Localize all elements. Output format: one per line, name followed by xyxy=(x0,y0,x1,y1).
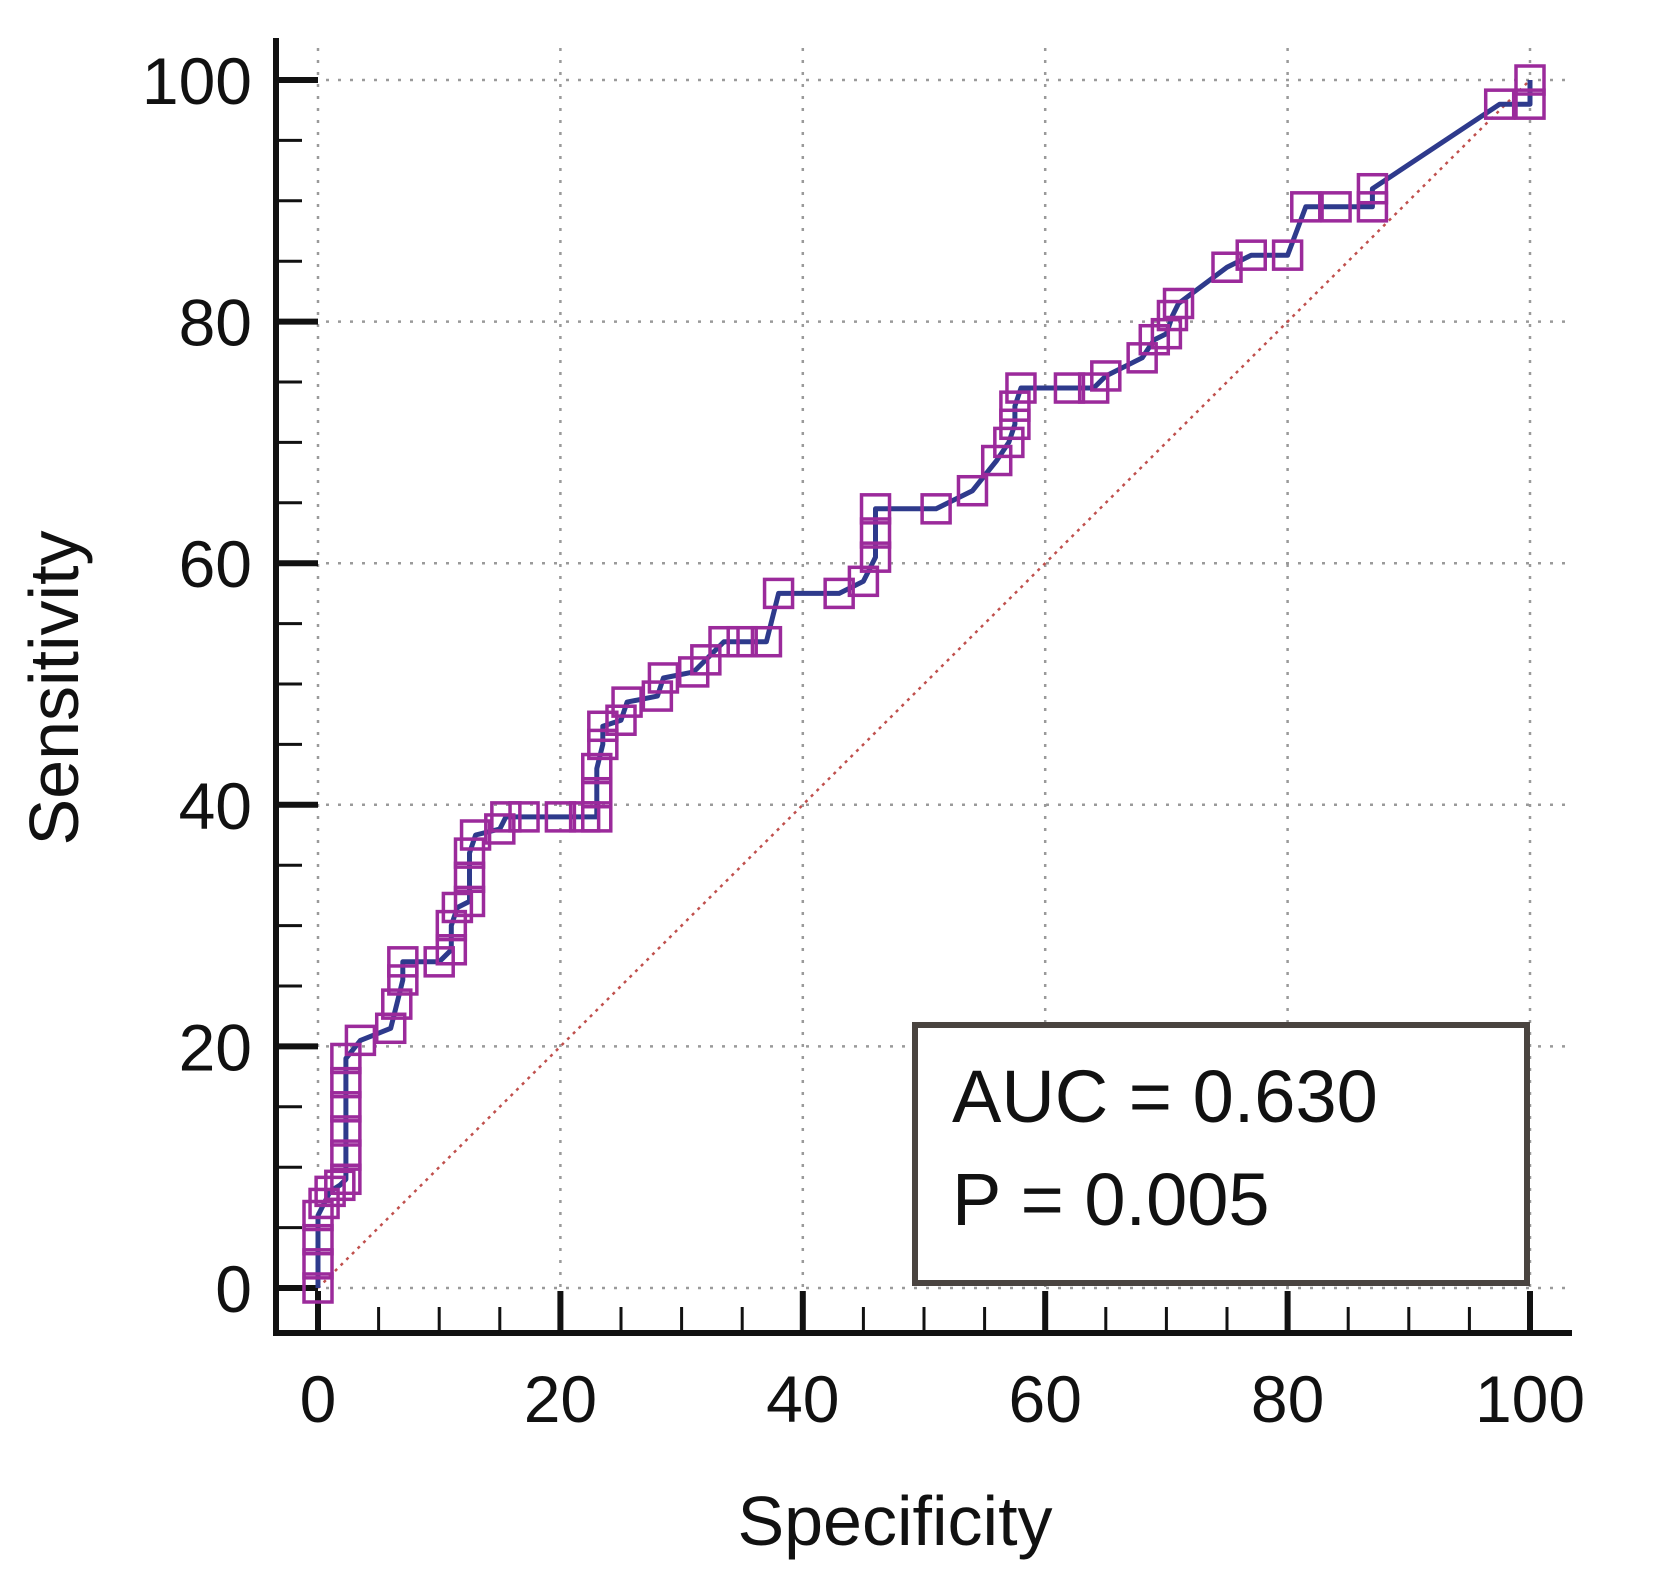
roc-point-marker xyxy=(1514,88,1546,120)
roc-point-marker xyxy=(441,891,474,924)
roc-point-marker xyxy=(435,934,468,966)
x-tick-label-80: 80 xyxy=(1251,1362,1324,1436)
roc-point-marker xyxy=(859,517,892,549)
x-tick-label-20: 20 xyxy=(524,1362,597,1436)
roc-point-marker xyxy=(993,426,1025,459)
roc-point-marker xyxy=(387,946,419,978)
roc-point-marker xyxy=(920,493,952,525)
roc-point-marker xyxy=(611,686,643,718)
roc-point-marker xyxy=(647,662,680,694)
roc-point-marker xyxy=(302,1223,334,1256)
roc-point-marker xyxy=(1290,191,1322,223)
roc-point-marker xyxy=(302,1248,334,1280)
y-tick-label-40: 40 xyxy=(179,769,252,843)
roc-point-marker xyxy=(1356,191,1389,223)
stats-annotation-box: AUC = 0.630 P = 0.005 xyxy=(912,1022,1530,1286)
roc-point-marker xyxy=(1271,239,1304,271)
roc-point-marker xyxy=(750,625,783,658)
annotation-frame xyxy=(912,1022,1530,1286)
roc-point-marker xyxy=(344,1024,377,1057)
y-axis-title: Sensitivity xyxy=(15,530,93,845)
y-tick-labels: 0 20 40 60 80 100 xyxy=(142,44,252,1326)
roc-point-marker xyxy=(1162,287,1195,320)
roc-point-marker xyxy=(330,1115,362,1147)
roc-point-marker xyxy=(544,801,577,833)
roc-point-marker xyxy=(453,885,486,918)
y-tick-label-80: 80 xyxy=(179,286,252,360)
roc-point-marker xyxy=(1483,88,1516,120)
roc-point-marker xyxy=(605,704,637,736)
roc-point-marker xyxy=(1077,372,1110,404)
roc-point-marker xyxy=(847,565,880,598)
roc-point-marker xyxy=(508,801,540,833)
roc-point-marker xyxy=(330,1066,362,1099)
x-axis-title: Specificity xyxy=(737,1482,1052,1560)
x-tick-labels: 0 20 40 60 80 100 xyxy=(300,1362,1585,1436)
roc-point-marker xyxy=(330,1139,362,1171)
roc-point-marker xyxy=(823,577,855,610)
roc-point-marker xyxy=(999,390,1031,422)
roc-point-marker xyxy=(381,988,413,1020)
roc-point-marker xyxy=(726,625,758,658)
roc-point-marker xyxy=(581,752,613,785)
roc-point-marker xyxy=(587,710,619,743)
roc-point-marker xyxy=(314,1175,346,1208)
tick-marks xyxy=(276,77,1533,1333)
roc-point-marker xyxy=(302,1199,334,1232)
roc-point-marker xyxy=(490,801,522,833)
roc-point-marker xyxy=(587,728,619,761)
roc-point-marker xyxy=(453,837,486,869)
roc-point-marker xyxy=(330,1091,362,1123)
p-value: P = 0.005 xyxy=(952,1158,1270,1241)
roc-point-marker xyxy=(330,1163,362,1196)
roc-point-marker xyxy=(956,474,989,507)
auc-value: AUC = 0.630 xyxy=(952,1055,1378,1138)
roc-point-marker xyxy=(762,577,795,610)
roc-point-marker xyxy=(1356,172,1389,205)
roc-point-marker xyxy=(1514,64,1546,96)
roc-point-marker xyxy=(423,946,455,978)
roc-point-marker xyxy=(641,680,674,712)
x-tick-label-100: 100 xyxy=(1475,1362,1585,1436)
roc-point-marker xyxy=(484,813,516,845)
roc-point-marker xyxy=(308,1187,340,1220)
roc-point-marker xyxy=(859,541,892,573)
roc-point-marker xyxy=(677,656,710,688)
roc-point-marker xyxy=(1156,299,1189,332)
roc-point-marker xyxy=(1090,360,1122,392)
roc-curve-markers xyxy=(302,64,1546,1304)
roc-point-marker xyxy=(1235,239,1267,271)
roc-point-marker xyxy=(1150,317,1183,350)
roc-point-marker xyxy=(1053,372,1086,404)
roc-point-marker xyxy=(1211,251,1243,283)
y-tick-label-0: 0 xyxy=(215,1252,252,1326)
roc-point-marker xyxy=(1320,191,1352,223)
roc-point-marker xyxy=(459,819,492,851)
reference-diagonal-line xyxy=(317,79,1531,1289)
x-tick-label-40: 40 xyxy=(766,1362,839,1436)
roc-point-marker xyxy=(324,1169,356,1202)
roc-point-marker xyxy=(980,444,1013,477)
roc-point-marker xyxy=(453,861,486,894)
y-tick-label-20: 20 xyxy=(179,1010,252,1084)
roc-point-marker xyxy=(302,1272,334,1304)
roc-point-marker xyxy=(1005,372,1037,404)
roc-point-marker xyxy=(690,644,722,676)
roc-point-marker xyxy=(581,801,613,833)
x-tick-label-0: 0 xyxy=(300,1362,337,1436)
roc-point-marker xyxy=(859,493,892,525)
roc-point-marker xyxy=(387,964,419,996)
y-tick-label-60: 60 xyxy=(179,527,252,601)
roc-point-marker xyxy=(999,408,1031,441)
roc-point-marker xyxy=(1126,342,1158,374)
roc-point-marker xyxy=(435,909,468,942)
x-tick-label-60: 60 xyxy=(1008,1362,1081,1436)
roc-point-marker xyxy=(374,1012,407,1045)
roc-point-marker xyxy=(1138,323,1171,356)
roc-point-marker xyxy=(581,776,613,809)
roc-point-marker xyxy=(708,625,740,658)
y-tick-label-100: 100 xyxy=(142,44,252,118)
